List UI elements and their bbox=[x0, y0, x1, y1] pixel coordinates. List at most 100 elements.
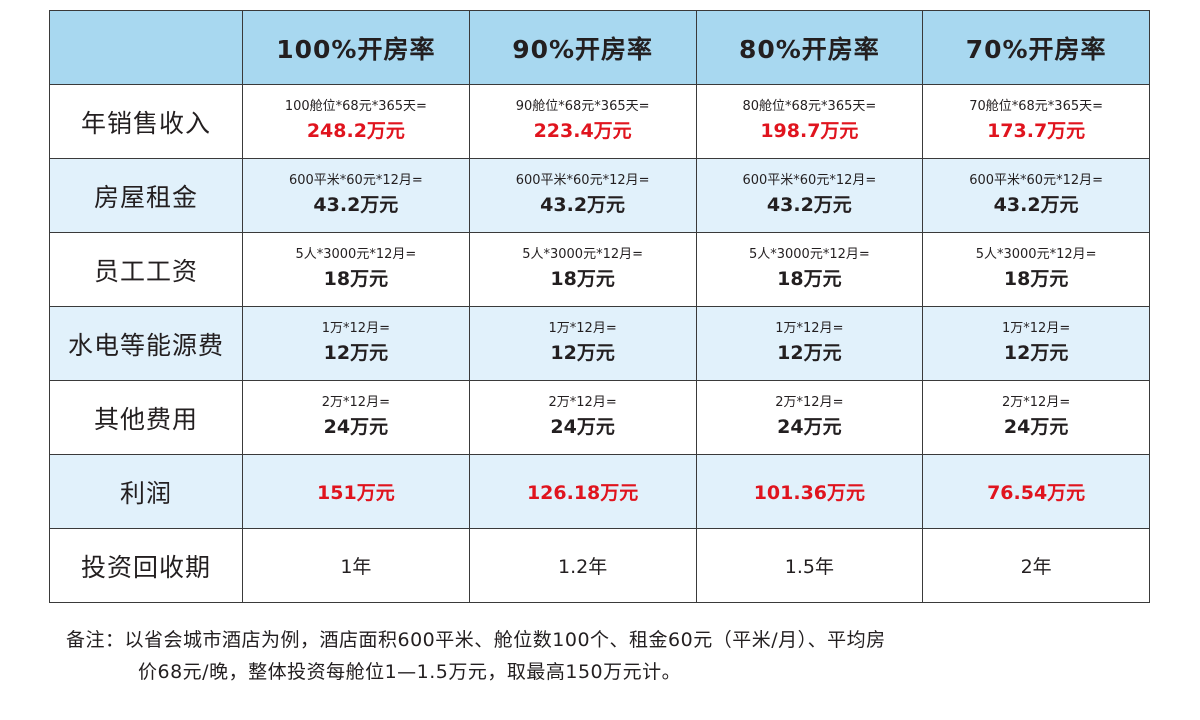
cell-value: 173.7万元 bbox=[987, 120, 1086, 142]
table-row-rent: 房屋租金 600平米*60元*12月= 43.2万元 600平米*60元*12月=… bbox=[49, 158, 1150, 233]
cell-value: 12万元 bbox=[550, 342, 615, 364]
profit-value: 101.36万元 bbox=[753, 482, 866, 504]
cell-formula: 1万*12月= bbox=[1002, 321, 1071, 336]
corner-cell bbox=[49, 10, 243, 85]
cell-formula: 1万*12月= bbox=[775, 321, 844, 336]
cell-formula: 2万*12月= bbox=[1002, 395, 1071, 410]
row-label: 年销售收入 bbox=[49, 84, 243, 159]
table-cell: 2年 bbox=[922, 528, 1150, 603]
table-cell: 2万*12月= 24万元 bbox=[468, 380, 697, 455]
cell-value: 248.2万元 bbox=[306, 120, 405, 142]
table-row-profit: 利润 151万元 126.18万元 101.36万元 76.54万元 bbox=[49, 454, 1150, 529]
row-label: 房屋租金 bbox=[49, 158, 243, 233]
profit-value: 76.54万元 bbox=[987, 482, 1086, 504]
table-cell: 600平米*60元*12月= 43.2万元 bbox=[468, 158, 697, 233]
table-cell: 1万*12月= 12万元 bbox=[695, 306, 924, 381]
table-cell: 2万*12月= 24万元 bbox=[695, 380, 924, 455]
table-cell: 70舱位*68元*365天= 173.7万元 bbox=[922, 84, 1150, 159]
table-cell: 2万*12月= 24万元 bbox=[922, 380, 1150, 455]
footnote: 备注：以省会城市酒店为例，酒店面积600平米、舱位数100个、租金60元（平米/… bbox=[66, 624, 1146, 688]
cell-formula: 5人*3000元*12月= bbox=[748, 247, 870, 262]
row-label: 投资回收期 bbox=[49, 528, 243, 603]
profit-value: 126.18万元 bbox=[526, 482, 639, 504]
table-row-payback: 投资回收期 1年 1.2年 1.5年 2年 bbox=[49, 528, 1150, 603]
cell-value: 43.2万元 bbox=[993, 194, 1079, 216]
cell-value: 24万元 bbox=[323, 416, 389, 438]
table-row-other: 其他费用 2万*12月= 24万元 2万*12月= 24万元 2万*12月= 24万元… bbox=[49, 380, 1150, 455]
table-row-utilities: 水电等能源费 1万*12月= 12万元 1万*12月= 12万元 1万*12月= 12… bbox=[49, 306, 1150, 381]
table-cell: 100舱位*68元*365天= 248.2万元 bbox=[242, 84, 470, 159]
cell-value: 12万元 bbox=[1003, 342, 1069, 364]
cell-formula: 600平米*60元*12月= bbox=[515, 173, 650, 188]
cell-formula: 90舱位*68元*365天= bbox=[515, 99, 650, 114]
table-cell: 2万*12月= 24万元 bbox=[242, 380, 470, 455]
cell-value: 24万元 bbox=[777, 416, 842, 438]
profit-value: 151万元 bbox=[317, 482, 395, 504]
cell-formula: 2万*12月= bbox=[321, 395, 390, 410]
footnote-line-2: 价68元/晚，整体投资每舱位1—1.5万元，取最高150万元计。 bbox=[138, 661, 682, 683]
row-label: 其他费用 bbox=[49, 380, 243, 455]
table-cell: 600平米*60元*12月= 43.2万元 bbox=[922, 158, 1150, 233]
table-cell: 5人*3000元*12月= 18万元 bbox=[242, 232, 470, 307]
col-header-90: 90%开房率 bbox=[468, 10, 697, 85]
cell-formula: 2万*12月= bbox=[548, 395, 617, 410]
cell-value: 43.2万元 bbox=[540, 194, 626, 216]
cell-formula: 80舱位*68元*365天= bbox=[742, 99, 877, 114]
table-cell: 5人*3000元*12月= 18万元 bbox=[695, 232, 924, 307]
table-row-revenue: 年销售收入 100舱位*68元*365天= 248.2万元 90舱位*68元*36… bbox=[49, 84, 1150, 159]
cell-formula: 2万*12月= bbox=[775, 395, 844, 410]
cell-value: 18万元 bbox=[1003, 268, 1069, 290]
row-label: 水电等能源费 bbox=[49, 306, 243, 381]
table-row-wages: 员工工资 5人*3000元*12月= 18万元 5人*3000元*12月= 18万元… bbox=[49, 232, 1150, 307]
cell-value: 43.2万元 bbox=[766, 194, 852, 216]
col-header-70: 70%开房率 bbox=[922, 10, 1150, 85]
cell-value: 12万元 bbox=[777, 342, 842, 364]
cell-value: 18万元 bbox=[550, 268, 615, 290]
cell-value: 24万元 bbox=[1003, 416, 1069, 438]
cell-formula: 600平米*60元*12月= bbox=[969, 173, 1104, 188]
table-cell: 5人*3000元*12月= 18万元 bbox=[922, 232, 1150, 307]
table-cell: 1.2年 bbox=[468, 528, 697, 603]
table-cell: 151万元 bbox=[242, 454, 470, 529]
cell-formula: 5人*3000元*12月= bbox=[522, 247, 644, 262]
row-label: 利润 bbox=[49, 454, 243, 529]
cell-formula: 100舱位*68元*365天= bbox=[284, 99, 427, 114]
cell-value: 18万元 bbox=[777, 268, 842, 290]
col-header-100: 100%开房率 bbox=[242, 10, 470, 85]
table-cell: 600平米*60元*12月= 43.2万元 bbox=[695, 158, 924, 233]
cell-value: 223.4万元 bbox=[533, 120, 632, 142]
table-cell: 1.5年 bbox=[695, 528, 924, 603]
payback-value: 2年 bbox=[1020, 556, 1052, 578]
cell-value: 43.2万元 bbox=[313, 194, 399, 216]
table-cell: 126.18万元 bbox=[468, 454, 697, 529]
cell-formula: 5人*3000元*12月= bbox=[295, 247, 417, 262]
row-label: 员工工资 bbox=[49, 232, 243, 307]
table-cell: 101.36万元 bbox=[695, 454, 924, 529]
table-cell: 1万*12月= 12万元 bbox=[468, 306, 697, 381]
cell-formula: 600平米*60元*12月= bbox=[742, 173, 877, 188]
payback-value: 1.5年 bbox=[784, 556, 834, 578]
footnote-line-1: 备注：以省会城市酒店为例，酒店面积600平米、舱位数100个、租金60元（平米/… bbox=[66, 629, 886, 651]
col-header-80: 80%开房率 bbox=[695, 10, 924, 85]
header-row: 100%开房率 90%开房率 80%开房率 70%开房率 bbox=[49, 10, 1150, 85]
table-cell: 76.54万元 bbox=[922, 454, 1150, 529]
table-cell: 1万*12月= 12万元 bbox=[242, 306, 470, 381]
table-cell: 5人*3000元*12月= 18万元 bbox=[468, 232, 697, 307]
cell-value: 12万元 bbox=[323, 342, 389, 364]
table-cell: 80舱位*68元*365天= 198.7万元 bbox=[695, 84, 924, 159]
cell-value: 198.7万元 bbox=[760, 120, 859, 142]
cell-value: 24万元 bbox=[550, 416, 615, 438]
table-cell: 90舱位*68元*365天= 223.4万元 bbox=[468, 84, 697, 159]
payback-value: 1.2年 bbox=[558, 556, 608, 578]
payback-value: 1年 bbox=[340, 556, 372, 578]
cell-formula: 5人*3000元*12月= bbox=[975, 247, 1097, 262]
table-cell: 600平米*60元*12月= 43.2万元 bbox=[242, 158, 470, 233]
cell-value: 18万元 bbox=[323, 268, 389, 290]
cell-formula: 1万*12月= bbox=[321, 321, 390, 336]
table-cell: 1年 bbox=[242, 528, 470, 603]
cell-formula: 70舱位*68元*365天= bbox=[969, 99, 1104, 114]
profit-table: 100%开房率 90%开房率 80%开房率 70%开房率 年销售收入 100舱位… bbox=[49, 10, 1150, 603]
cell-formula: 1万*12月= bbox=[548, 321, 617, 336]
cell-formula: 600平米*60元*12月= bbox=[288, 173, 423, 188]
table-cell: 1万*12月= 12万元 bbox=[922, 306, 1150, 381]
